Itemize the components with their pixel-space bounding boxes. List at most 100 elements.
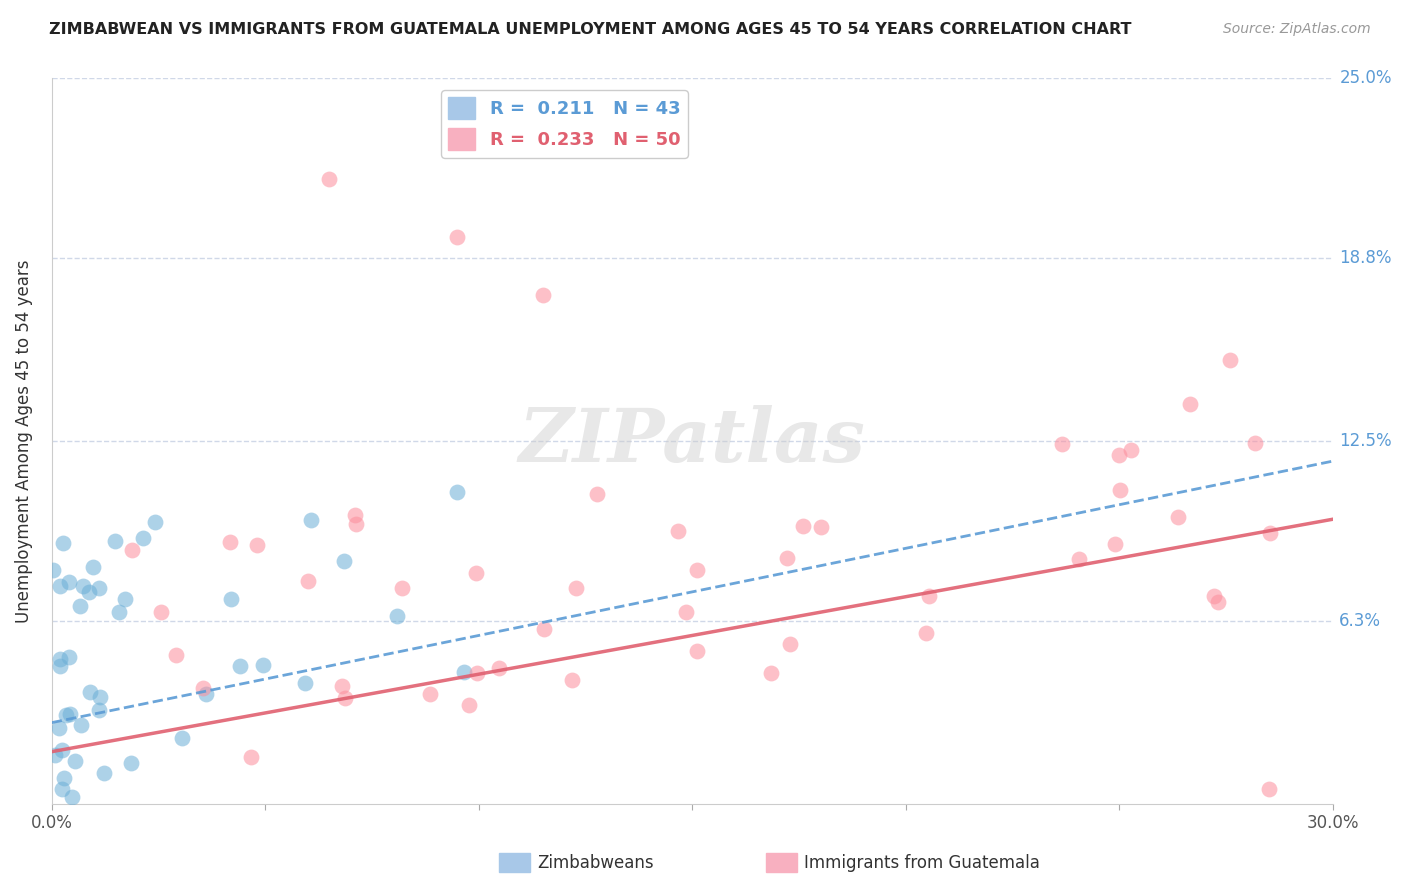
Text: 18.8%: 18.8% bbox=[1340, 249, 1392, 267]
Point bbox=[219, 535, 242, 549]
Point bbox=[42, 563, 65, 577]
Point bbox=[193, 681, 215, 696]
Point bbox=[299, 513, 322, 527]
Point bbox=[810, 520, 832, 534]
Point bbox=[149, 605, 172, 619]
Point bbox=[561, 673, 583, 687]
Text: Immigrants from Guatemala: Immigrants from Guatemala bbox=[804, 854, 1040, 871]
Point bbox=[344, 508, 367, 522]
Point bbox=[93, 766, 115, 780]
Text: Source: ZipAtlas.com: Source: ZipAtlas.com bbox=[1223, 22, 1371, 37]
Point bbox=[686, 563, 709, 577]
Point bbox=[1119, 442, 1142, 457]
Point bbox=[918, 589, 941, 603]
Point bbox=[1108, 483, 1130, 497]
Point bbox=[915, 626, 938, 640]
Point bbox=[51, 782, 73, 797]
Point bbox=[108, 605, 131, 619]
Text: Zimbabweans: Zimbabweans bbox=[537, 854, 654, 871]
Point bbox=[79, 685, 101, 699]
Point bbox=[385, 609, 408, 624]
Point bbox=[1067, 552, 1090, 566]
Point bbox=[63, 754, 86, 768]
Point bbox=[446, 230, 468, 244]
Point bbox=[195, 687, 218, 701]
Point bbox=[1104, 537, 1126, 551]
Point bbox=[120, 756, 142, 770]
Point bbox=[686, 644, 709, 658]
Point bbox=[44, 747, 66, 762]
Y-axis label: Unemployment Among Ages 45 to 54 years: Unemployment Among Ages 45 to 54 years bbox=[15, 259, 32, 623]
Point bbox=[132, 531, 155, 545]
Point bbox=[533, 623, 555, 637]
Point bbox=[104, 534, 127, 549]
Text: ZIMBABWEAN VS IMMIGRANTS FROM GUATEMALA UNEMPLOYMENT AMONG AGES 45 TO 54 YEARS C: ZIMBABWEAN VS IMMIGRANTS FROM GUATEMALA … bbox=[49, 22, 1132, 37]
Point bbox=[759, 665, 782, 680]
Text: 6.3%: 6.3% bbox=[1340, 612, 1381, 630]
Bar bbox=[499, 853, 530, 872]
Point bbox=[228, 659, 250, 673]
Point bbox=[1108, 448, 1130, 462]
Point bbox=[776, 551, 799, 566]
Point bbox=[464, 566, 486, 580]
Point bbox=[1258, 526, 1281, 541]
Point bbox=[170, 731, 193, 746]
Point bbox=[87, 582, 110, 596]
Point bbox=[333, 554, 356, 568]
Point bbox=[446, 485, 468, 500]
Point bbox=[586, 487, 609, 501]
Point bbox=[52, 535, 75, 549]
Point bbox=[458, 698, 481, 712]
Point bbox=[49, 651, 72, 665]
Point bbox=[332, 679, 354, 693]
Point bbox=[53, 771, 76, 785]
Point bbox=[51, 743, 73, 757]
Point bbox=[87, 703, 110, 717]
Point bbox=[239, 750, 262, 764]
Point bbox=[465, 665, 488, 680]
Point bbox=[246, 538, 269, 552]
Point bbox=[1050, 437, 1073, 451]
Point bbox=[143, 516, 166, 530]
Point bbox=[49, 658, 72, 673]
Point bbox=[55, 708, 77, 723]
Text: 25.0%: 25.0% bbox=[1340, 69, 1392, 87]
Point bbox=[165, 648, 187, 662]
Point bbox=[297, 574, 319, 588]
Text: ZIPatlas: ZIPatlas bbox=[519, 404, 866, 477]
Point bbox=[59, 706, 82, 721]
Point bbox=[69, 718, 91, 732]
Point bbox=[453, 665, 475, 680]
Point bbox=[564, 582, 586, 596]
Point bbox=[1244, 435, 1267, 450]
Point bbox=[779, 638, 801, 652]
Point bbox=[344, 516, 367, 531]
Point bbox=[72, 579, 94, 593]
Point bbox=[318, 172, 340, 186]
Point bbox=[69, 599, 91, 613]
Point bbox=[666, 524, 689, 539]
Point bbox=[419, 687, 441, 701]
Point bbox=[89, 690, 111, 705]
Point bbox=[58, 575, 80, 590]
Point bbox=[488, 661, 510, 675]
Point bbox=[1167, 509, 1189, 524]
Point bbox=[82, 560, 104, 574]
Point bbox=[1219, 353, 1241, 368]
Point bbox=[60, 790, 83, 805]
Point bbox=[675, 605, 697, 619]
Point bbox=[114, 592, 136, 607]
Point bbox=[1202, 589, 1225, 603]
Point bbox=[77, 585, 100, 599]
Point bbox=[792, 518, 814, 533]
Point bbox=[1257, 782, 1279, 797]
Point bbox=[294, 676, 316, 690]
Point bbox=[58, 650, 80, 665]
Legend: R =  0.211   N = 43, R =  0.233   N = 50: R = 0.211 N = 43, R = 0.233 N = 50 bbox=[441, 90, 688, 158]
Point bbox=[252, 658, 274, 673]
Point bbox=[531, 288, 554, 302]
Point bbox=[49, 579, 72, 593]
Text: 12.5%: 12.5% bbox=[1340, 432, 1392, 450]
Point bbox=[1206, 594, 1229, 608]
Point bbox=[391, 582, 413, 596]
